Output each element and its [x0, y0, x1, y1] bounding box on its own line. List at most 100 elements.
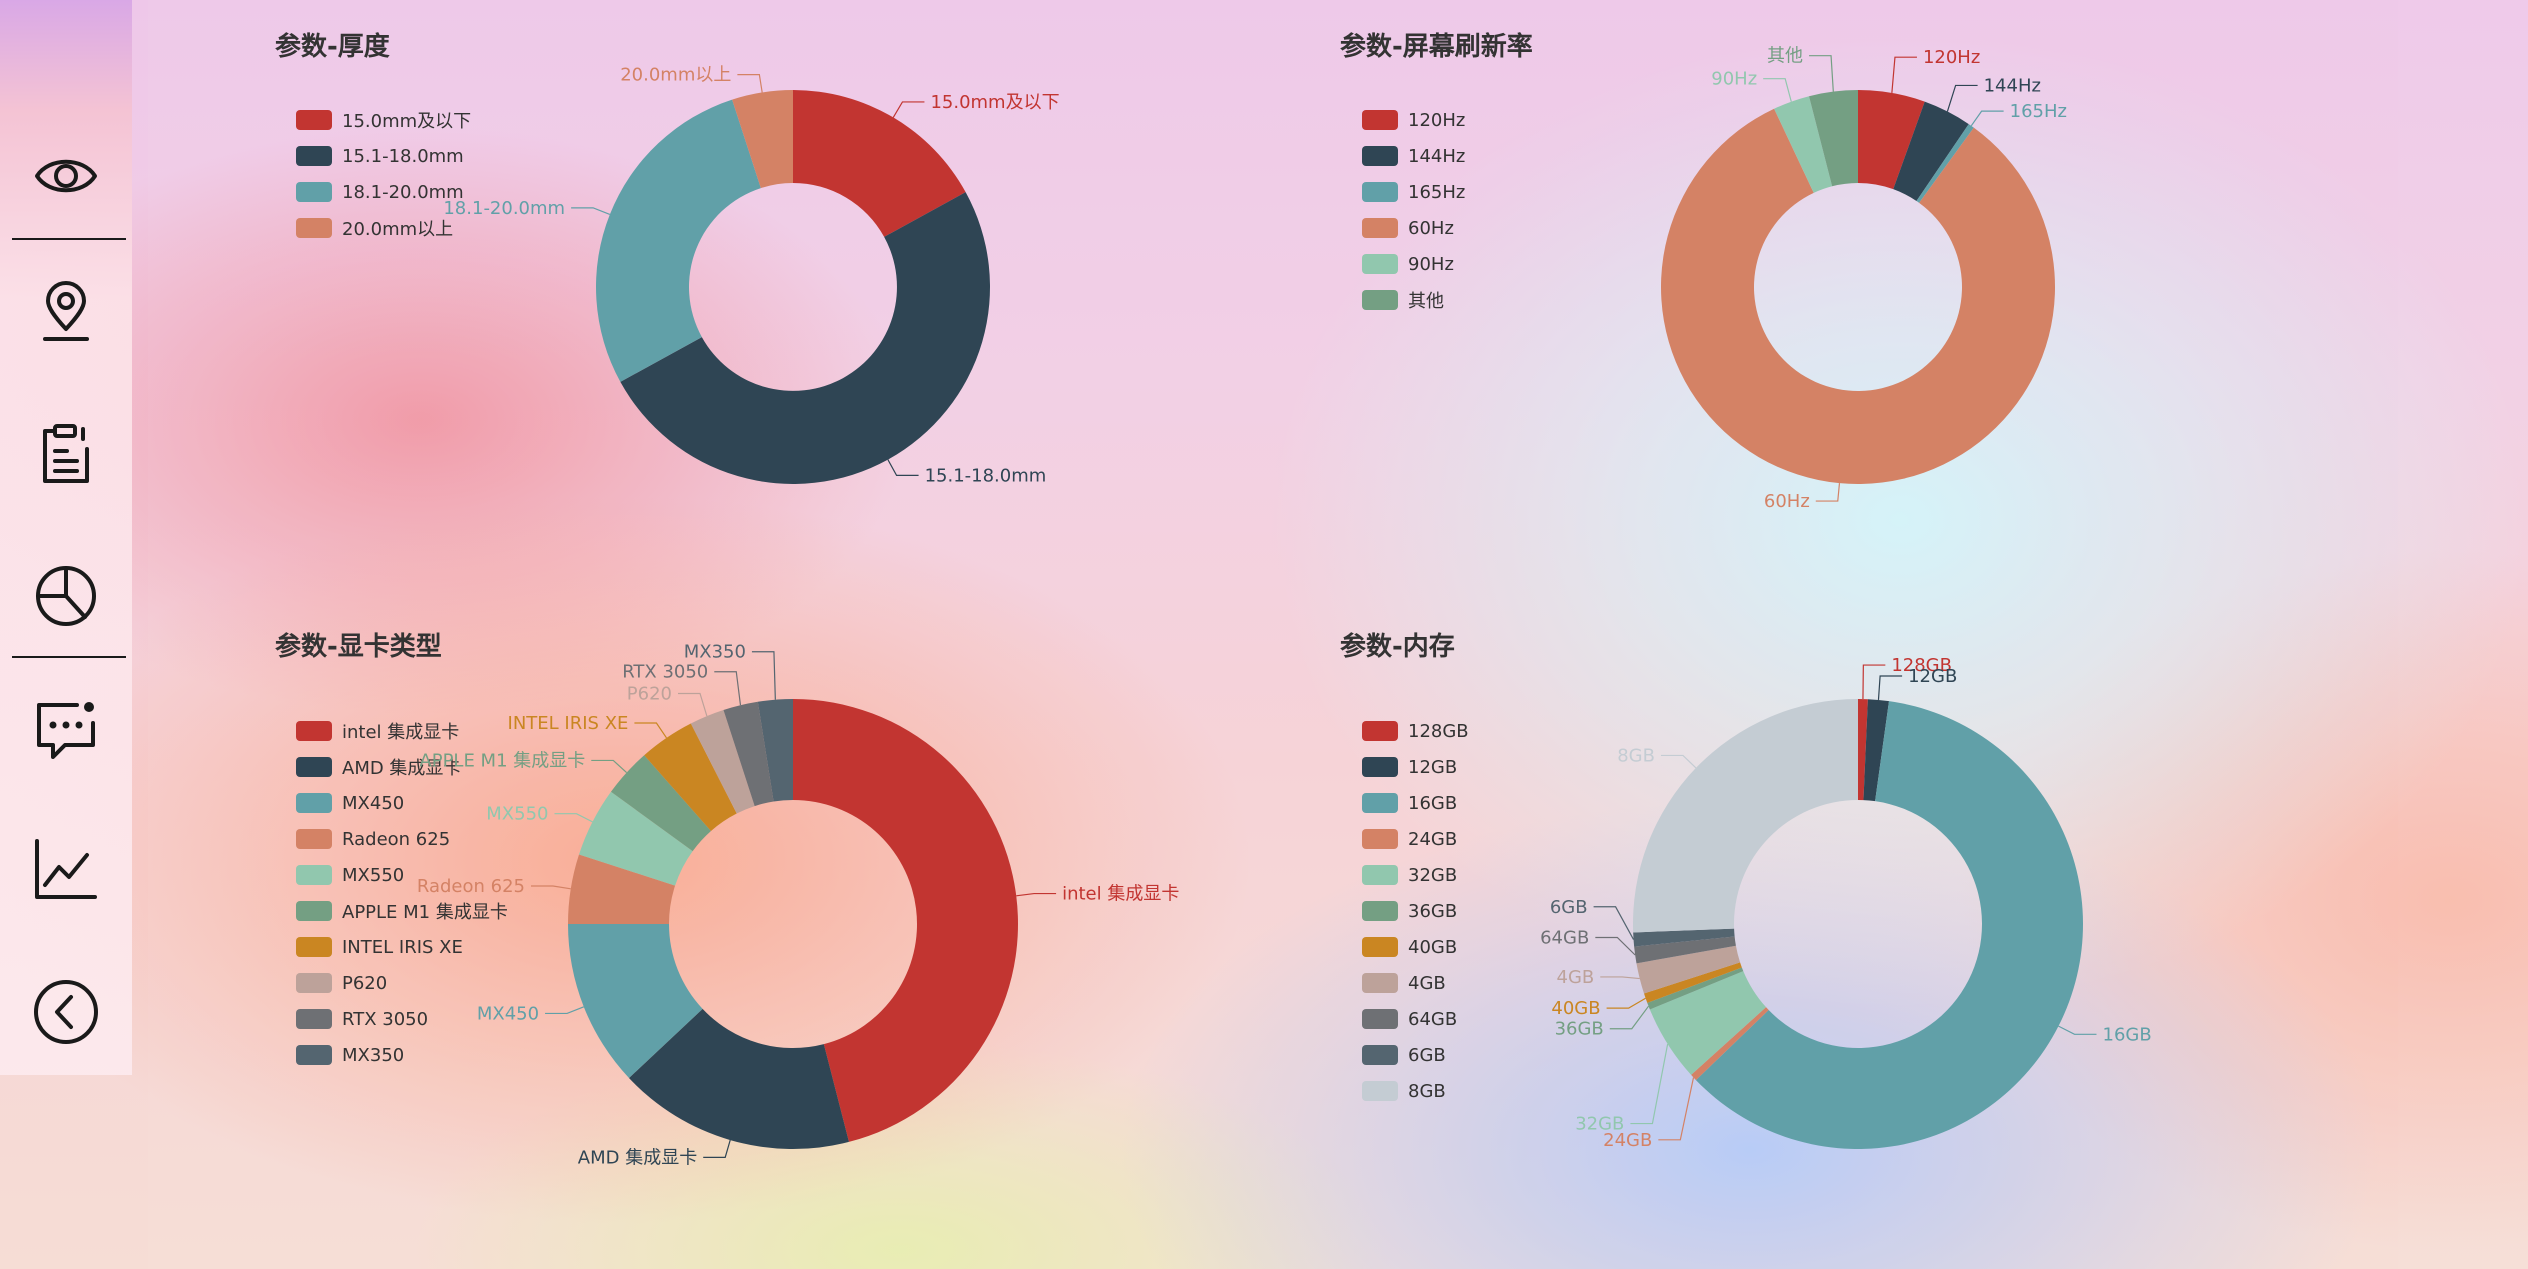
- legend-item-20-0mm[interactable]: 20.0mm以上: [296, 210, 471, 246]
- legend-item-amd[interactable]: AMD 集成显卡: [296, 749, 508, 785]
- legend-item-165hz[interactable]: 165Hz: [1362, 174, 1465, 210]
- legend-item-mx350[interactable]: MX350: [296, 1037, 508, 1073]
- pie-slice-mx550[interactable]: [579, 791, 693, 886]
- legend-item-apple-m1[interactable]: APPLE M1 集成显卡: [296, 893, 508, 929]
- slice-label: 15.1-18.0mm: [925, 465, 1047, 486]
- pie-chart-icon: [36, 566, 96, 626]
- pie-slice-24gb[interactable]: [1691, 1007, 1769, 1081]
- pie-slice-rtx-3050[interactable]: [723, 701, 774, 807]
- label-line: [1630, 1043, 1669, 1125]
- slice-label: RTX 3050: [622, 662, 708, 683]
- pie-slice-120hz[interactable]: [1858, 90, 1925, 190]
- nav-item-eye[interactable]: [0, 116, 132, 236]
- legend-item-mx450[interactable]: MX450: [296, 785, 508, 821]
- slice-label: MX550: [486, 804, 548, 825]
- pie-slice-amd[interactable]: [628, 1008, 849, 1149]
- pie-slice-intel-iris-xe[interactable]: [644, 723, 737, 831]
- legend-item-6gb[interactable]: 6GB: [1362, 1037, 1469, 1073]
- pie-slice-16gb[interactable]: [1695, 701, 2084, 1149]
- pie-slice-165hz[interactable]: [1916, 124, 1974, 203]
- pie-slice-64gb[interactable]: [1634, 936, 1736, 964]
- pie-slice-6gb[interactable]: [1633, 928, 1735, 947]
- legend-item-60hz[interactable]: 60Hz: [1362, 210, 1465, 246]
- pie-slice-mx450[interactable]: [568, 924, 703, 1079]
- legend-item-12gb[interactable]: 12GB: [1362, 749, 1469, 785]
- pie-slice-intel[interactable]: [793, 699, 1018, 1142]
- eye-icon: [35, 159, 97, 193]
- legend-thickness: 15.0mm及以下 15.1-18.0mm 18.1-20.0mm 20.0mm以上: [296, 102, 471, 246]
- legend-item-mx550[interactable]: MX550: [296, 857, 508, 893]
- legend-item-40gb[interactable]: 40GB: [1362, 929, 1469, 965]
- legend-label: 64GB: [1408, 1008, 1458, 1030]
- pie-slice-mx350[interactable]: [757, 699, 793, 802]
- legend-item-120hz[interactable]: 120Hz: [1362, 102, 1465, 138]
- pie-slice-90hz[interactable]: [1774, 96, 1833, 193]
- pie-slice-128gb[interactable]: [1858, 699, 1868, 801]
- legend-label: 32GB: [1408, 864, 1458, 886]
- pie-slice-20-0mm[interactable]: [732, 90, 793, 189]
- legend-item-intel-iris-xe[interactable]: INTEL IRIS XE: [296, 929, 508, 965]
- chart-title-thickness: 参数-厚度: [275, 32, 390, 62]
- pie-slice-p620[interactable]: [690, 710, 755, 814]
- nav-item-pie-chart[interactable]: [0, 536, 132, 656]
- legend-swatch: [1362, 182, 1398, 202]
- slice-label: 24GB: [1603, 1130, 1652, 1151]
- legend-item-18-1-20-0mm[interactable]: 18.1-20.0mm: [296, 174, 471, 210]
- legend-item-64gb[interactable]: 64GB: [1362, 1001, 1469, 1037]
- label-line: [1658, 1077, 1695, 1141]
- pie-slice-15-1-18-0mm[interactable]: [620, 192, 991, 485]
- nav-item-clipboard[interactable]: [0, 394, 132, 514]
- legend-refresh-rate: 120Hz 144Hz 165Hz 60Hz 90Hz 其他: [1362, 102, 1465, 318]
- legend-item-90hz[interactable]: 90Hz: [1362, 246, 1465, 282]
- pie-slice-radeon-625[interactable]: [568, 854, 676, 924]
- label-line: [2058, 1025, 2097, 1035]
- legend-item-24gb[interactable]: 24GB: [1362, 821, 1469, 857]
- legend-swatch: [296, 182, 332, 202]
- legend-label: 其他: [1408, 291, 1444, 312]
- nav-item-back[interactable]: [0, 952, 132, 1072]
- legend-item-36gb[interactable]: 36GB: [1362, 893, 1469, 929]
- pie-slice-60hz[interactable]: [1661, 108, 2055, 484]
- label-line: [1891, 56, 1917, 93]
- legend-item-radeon-625[interactable]: Radeon 625: [296, 821, 508, 857]
- legend-label: 165Hz: [1408, 181, 1466, 203]
- label-line: [1016, 892, 1057, 897]
- clipboard-icon: [43, 424, 89, 483]
- legend-item-32gb[interactable]: 32GB: [1362, 857, 1469, 893]
- pie-slice-4gb[interactable]: [1636, 945, 1741, 994]
- nav-item-line-chart[interactable]: [0, 810, 132, 930]
- pie-slice-8gb[interactable]: [1633, 699, 1858, 933]
- pie-slice-15-0mm[interactable]: [793, 90, 966, 237]
- legend-item-4gb[interactable]: 4GB: [1362, 965, 1469, 1001]
- slice-label: 144Hz: [1984, 75, 2041, 96]
- pie-slice-40gb[interactable]: [1644, 962, 1742, 1003]
- slice-label: 40GB: [1551, 998, 1600, 1019]
- legend-item-p620[interactable]: P620: [296, 965, 508, 1001]
- pie-slice-12gb[interactable]: [1863, 699, 1890, 802]
- legend-item-intel[interactable]: intel 集成显卡: [296, 713, 508, 749]
- pie-slice-32gb[interactable]: [1649, 971, 1767, 1075]
- pie-slice-18-1-20-0mm[interactable]: [596, 99, 761, 382]
- nav-item-message[interactable]: [0, 672, 132, 792]
- nav-item-location[interactable]: [0, 252, 132, 372]
- pie-slice-36gb[interactable]: [1647, 967, 1744, 1010]
- legend-item-144hz[interactable]: 144Hz: [1362, 138, 1465, 174]
- legend-item-128gb[interactable]: 128GB: [1362, 713, 1469, 749]
- legend-label: intel 集成显卡: [342, 722, 460, 743]
- label-line: [751, 651, 776, 700]
- legend-label: AMD 集成显卡: [342, 758, 462, 779]
- label-line: [1600, 976, 1640, 980]
- legend-item-15-0mm[interactable]: 15.0mm及以下: [296, 102, 471, 138]
- pie-slice-apple-m1[interactable]: [610, 755, 711, 852]
- pie-slice-144hz[interactable]: [1893, 101, 1969, 201]
- legend-item-15-1-18-0mm[interactable]: 15.1-18.0mm: [296, 138, 471, 174]
- legend-swatch: [1362, 218, 1398, 238]
- slice-label: 32GB: [1575, 1114, 1624, 1135]
- legend-item-16gb[interactable]: 16GB: [1362, 785, 1469, 821]
- legend-item-rtx-3050[interactable]: RTX 3050: [296, 1001, 508, 1037]
- legend-item-item-5[interactable]: 其他: [1362, 282, 1465, 318]
- pie-slice-item-5[interactable]: [1809, 90, 1858, 187]
- legend-item-8gb[interactable]: 8GB: [1362, 1073, 1469, 1109]
